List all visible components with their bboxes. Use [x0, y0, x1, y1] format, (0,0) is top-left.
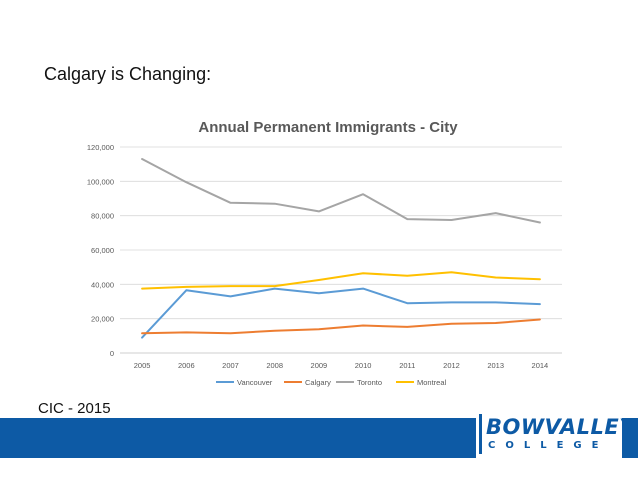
logo-wordmark: BOWVALLEY [486, 415, 635, 439]
legend-label-toronto: Toronto [357, 378, 382, 387]
x-tick-label-2010: 2010 [355, 361, 372, 370]
x-tick-label-2014: 2014 [532, 361, 549, 370]
chart-title: Annual Permanent Immigrants - City [198, 119, 458, 136]
legend-label-vancouver: Vancouver [237, 378, 273, 387]
series-line-montreal [141, 271, 541, 290]
series-line-vancouver [141, 287, 541, 339]
y-tick-label-3: 60,000 [91, 246, 114, 255]
logo-subtitle: COLLEGE [488, 440, 609, 451]
y-tick-label-4: 80,000 [91, 212, 114, 221]
legend-label-montreal: Montreal [417, 378, 447, 387]
y-tick-label-5: 100,000 [87, 177, 114, 186]
series-lines [141, 158, 541, 339]
x-tick-label-2012: 2012 [443, 361, 460, 370]
y-tick-label-0: 0 [110, 349, 114, 358]
y-tick-label-2: 40,000 [91, 280, 114, 289]
series-line-calgary [141, 318, 541, 335]
source-note: CIC - 2015 [38, 400, 111, 417]
bow-valley-logo: BOWVALLEY COLLEGE [476, 410, 635, 458]
slide-heading: Calgary is Changing: [44, 64, 212, 84]
x-tick-label-2007: 2007 [222, 361, 239, 370]
legend: Vancouver Calgary Toronto Montreal [216, 378, 447, 387]
x-tick-label-2005: 2005 [134, 361, 151, 370]
y-tick-label-1: 20,000 [91, 315, 114, 324]
gridlines [120, 146, 562, 354]
x-axis-tick-labels: 2005 2006 2007 2008 2009 2010 2011 2012 2013 2014 [134, 361, 548, 370]
x-tick-label-2008: 2008 [266, 361, 283, 370]
x-tick-label-2009: 2009 [311, 361, 328, 370]
legend-label-calgary: Calgary [305, 378, 331, 387]
y-tick-label-6: 120,000 [87, 143, 114, 152]
logo-accent-bar [479, 414, 482, 454]
line-chart: Annual Permanent Immigrants - City 0 20,0… [87, 119, 562, 387]
series-line-toronto [141, 158, 541, 224]
x-tick-label-2011: 2011 [399, 361, 415, 370]
y-axis-tick-labels: 0 20,000 40,000 60,000 80,000 100,000 120,000 [87, 143, 114, 358]
x-tick-label-2013: 2013 [487, 361, 504, 370]
x-tick-label-2006: 2006 [178, 361, 195, 370]
